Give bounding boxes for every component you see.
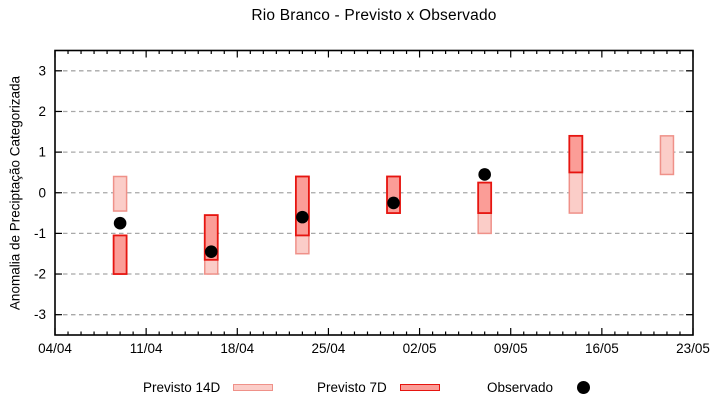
chart-title: Rio Branco - Previsto x Observado <box>251 7 497 24</box>
previsto-14d-swatch <box>233 383 274 391</box>
y-tick-label-0: 0 <box>38 185 46 200</box>
x-tick-label-16/05: 16/05 <box>585 341 619 356</box>
legend-item-previsto-7d: Previsto 7D <box>317 377 440 397</box>
x-tick-label-04/04: 04/04 <box>38 341 72 356</box>
observado-swatch-dot <box>577 380 591 394</box>
x-tick-label-02/05: 02/05 <box>403 341 437 356</box>
previsto-7d-bar-14/05 <box>568 134 584 174</box>
legend-label-previsto-7d: Previsto 7D <box>317 379 387 395</box>
legend-item-observado: Observado <box>487 377 591 397</box>
legend-label-observado: Observado <box>487 379 554 395</box>
y-tick-label--2: -2 <box>34 267 46 282</box>
x-tick-label-25/04: 25/04 <box>312 341 346 356</box>
y-tick-label--1: -1 <box>34 226 46 241</box>
legend-label-previsto-14d: Previsto 14D <box>143 379 221 395</box>
x-tick-label-09/05: 09/05 <box>494 341 528 356</box>
y-tick-label--3: -3 <box>34 307 46 322</box>
y-tick-label-3: 3 <box>38 63 46 78</box>
previsto-14d-bar-09/04 <box>112 175 128 212</box>
legend-item-previsto-14d: Previsto 14D <box>143 377 274 397</box>
previsto-14d-bar-21/05 <box>659 135 675 176</box>
observado-dot-09/04 <box>113 216 127 230</box>
y-tick-label-2: 2 <box>38 104 46 119</box>
observado-dot-23/04 <box>296 210 309 224</box>
observado-dot-30/04 <box>387 196 400 210</box>
previsto-7d-bar-09/04 <box>112 234 128 275</box>
observado-dot-16/04 <box>204 245 218 258</box>
previsto-7d-bar-07/05 <box>477 181 493 214</box>
x-tick-label-11/04: 11/04 <box>130 341 163 356</box>
observado-dot-07/05 <box>478 168 491 181</box>
x-tick-label-23/05: 23/05 <box>676 341 710 356</box>
plot-border <box>54 49 694 336</box>
previsto-7d-bar-23/04 <box>294 175 310 237</box>
previsto-7d-swatch <box>399 383 440 391</box>
x-tick-label-18/04: 18/04 <box>220 341 254 356</box>
y-tick-label-1: 1 <box>38 145 46 160</box>
